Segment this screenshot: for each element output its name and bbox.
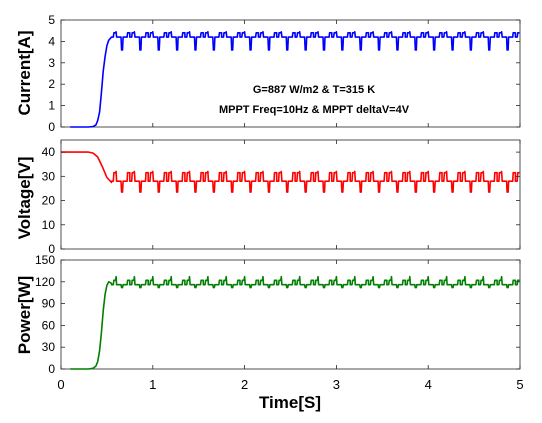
power-panel: Power[W] Time[S] 0 30 60 90 120 150 0 1 2 3 4 5 (15, 253, 524, 412)
voltage-ylabel: Voltage[V] (15, 157, 34, 240)
voltage-ytick-label: 20 (42, 194, 56, 208)
voltage-ytick-label: 30 (42, 169, 56, 183)
irradiance-temperature-annotation: G=887 W/m2 & T=315 K (253, 84, 375, 96)
voltage-axes-box (60, 139, 521, 250)
power-xtick-label: 1 (149, 377, 156, 392)
current-ytick-label: 3 (48, 56, 55, 70)
power-xtick-label: 4 (425, 377, 432, 392)
power-ytick-label: 0 (48, 362, 55, 376)
power-xtick-label: 5 (516, 377, 523, 392)
current-ytick-label: 2 (48, 77, 55, 91)
current-ytick-label: 1 (48, 99, 55, 113)
power-ytick-label: 90 (42, 297, 56, 311)
voltage-panel: Voltage[V] 0 10 20 30 40 (15, 139, 521, 256)
current-series-line (70, 31, 520, 128)
current-axes-box (60, 19, 521, 128)
current-ytick-label: 5 (48, 13, 55, 27)
power-ytick-label: 150 (35, 253, 55, 267)
current-panel: Current[A] G=887 W/m2 & T=315 K MPPT Fre… (15, 13, 521, 134)
mppt-settings-annotation: MPPT Freq=10Hz & MPPT deltaV=4V (219, 104, 410, 116)
power-xtick-label: 2 (241, 377, 248, 392)
voltage-series-line (61, 151, 520, 193)
power-ytick-label: 120 (35, 275, 55, 289)
power-ylabel: Power[W] (15, 276, 34, 354)
power-ytick-label: 30 (42, 340, 56, 354)
voltage-ytick-label: 40 (42, 145, 56, 159)
power-xtick-label: 3 (333, 377, 340, 392)
power-series-line (70, 275, 520, 370)
power-ytick-label: 60 (42, 318, 56, 332)
time-xlabel: Time[S] (259, 393, 321, 412)
power-axes-box (60, 259, 521, 370)
current-ytick-label: 0 (48, 120, 55, 134)
current-ytick-label: 4 (48, 34, 55, 48)
voltage-ytick-label: 10 (42, 218, 56, 232)
current-ylabel: Current[A] (15, 31, 34, 116)
power-xtick-label: 0 (57, 377, 64, 392)
voltage-ytick-label: 0 (48, 242, 55, 256)
